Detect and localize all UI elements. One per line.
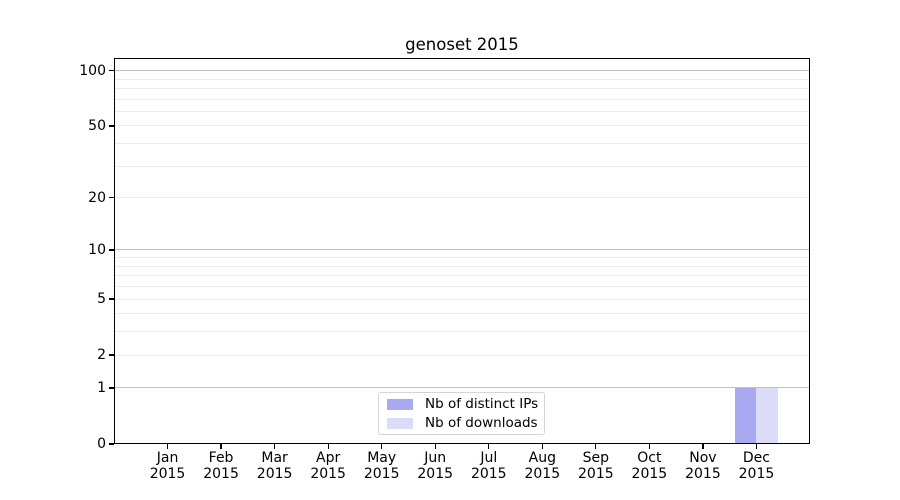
x-tick-year: 2015 <box>310 466 346 483</box>
y-tick-label-0: 0 <box>97 436 106 452</box>
minor-gridline-4 <box>114 313 810 315</box>
x-tick-year: 2015 <box>524 466 561 483</box>
x-tick-month: Aug <box>528 450 556 466</box>
major-gridline-1 <box>114 387 810 389</box>
x-tick-month: May <box>367 450 397 466</box>
minor-gridline-50 <box>114 125 810 127</box>
x-tick-feb <box>220 444 222 449</box>
minor-gridline-3 <box>114 331 810 333</box>
x-tick-month: Jul <box>480 450 498 466</box>
x-tick-year: 2015 <box>685 466 721 483</box>
y-tick-label-20: 20 <box>88 189 106 206</box>
minor-gridline-7 <box>114 275 810 277</box>
x-tick-dec <box>755 444 758 449</box>
minor-gridline-5 <box>114 298 810 300</box>
x-tick-label-oct: Oct 2015 <box>609 450 689 483</box>
x-tick-label-sep: Sep 2015 <box>556 450 636 483</box>
x-tick-year: 2015 <box>256 466 293 483</box>
x-tick-month: Dec <box>742 450 770 466</box>
minor-gridline-2 <box>114 354 810 356</box>
x-tick-year: 2015 <box>203 466 239 483</box>
major-gridline-100 <box>114 70 810 72</box>
x-tick-oct <box>648 444 651 449</box>
minor-gridline-6 <box>114 286 810 288</box>
x-tick-label-jun: Jun 2015 <box>395 450 475 483</box>
x-tick-label-jul: Jul 2015 <box>449 450 529 483</box>
x-tick-year: 2015 <box>363 466 400 483</box>
x-tick-label-dec: Dec 2015 <box>716 450 796 483</box>
x-tick-label-aug: Aug 2015 <box>502 450 582 483</box>
x-tick-jan <box>166 444 169 449</box>
x-tick-month: Oct <box>637 450 662 466</box>
legend: Nb of distinct IPs Nb of downloads <box>378 392 545 435</box>
x-tick-month: Jan <box>156 450 179 466</box>
legend-item-downloads: Nb of downloads <box>387 415 538 431</box>
x-tick-month: Mar <box>261 450 288 466</box>
x-tick-may <box>381 444 383 449</box>
minor-gridline-80 <box>114 87 810 89</box>
minor-gridline-30 <box>114 165 810 167</box>
x-tick-year: 2015 <box>631 466 668 483</box>
x-tick-nov <box>702 444 704 449</box>
x-tick-label-feb: Feb 2015 <box>181 450 261 483</box>
legend-swatch-downloads <box>387 417 413 429</box>
x-tick-month: Jun <box>424 450 447 466</box>
x-tick-year: 2015 <box>738 466 775 483</box>
x-tick-label-apr: Apr 2015 <box>288 450 368 483</box>
x-tick-jul <box>488 444 490 449</box>
bar-nb-of-distinct-ips-dec <box>735 387 757 444</box>
x-tick-month: Sep <box>582 450 610 466</box>
y-tick-label-2: 2 <box>97 347 106 364</box>
chart-title: genoset 2015 <box>405 35 519 54</box>
minor-gridline-90 <box>114 78 810 80</box>
legend-label-distinct-ips: Nb of distinct IPs <box>425 396 539 412</box>
x-tick-year: 2015 <box>417 466 454 483</box>
minor-gridline-9 <box>114 257 810 259</box>
x-tick-month: Apr <box>316 450 341 466</box>
x-tick-mar <box>273 444 276 449</box>
legend-label-downloads: Nb of downloads <box>425 415 538 431</box>
x-tick-sep <box>595 444 597 449</box>
y-tick-label-1: 1 <box>97 379 106 396</box>
x-tick-year: 2015 <box>149 466 186 483</box>
major-gridline-10 <box>114 249 810 251</box>
x-tick-label-nov: Nov 2015 <box>663 450 743 483</box>
y-tick-label-50: 50 <box>88 117 106 134</box>
bars-layer <box>114 58 810 444</box>
x-tick-jun <box>434 444 436 449</box>
x-tick-year: 2015 <box>470 466 507 483</box>
legend-item-distinct-ips: Nb of distinct IPs <box>387 396 539 412</box>
minor-gridline-20 <box>114 197 810 199</box>
grid-layer <box>114 58 810 444</box>
y-tick-label-10: 10 <box>88 241 106 258</box>
y-tick-label-5: 5 <box>97 291 106 308</box>
x-tick-aug <box>541 444 543 449</box>
bar-nb-of-downloads-dec <box>756 387 778 444</box>
y-tick-label-100: 100 <box>79 62 106 79</box>
minor-gridline-70 <box>114 98 810 100</box>
x-tick-label-may: May 2015 <box>342 450 422 483</box>
x-tick-month: Feb <box>208 450 234 466</box>
x-tick-label-mar: Mar 2015 <box>235 450 315 483</box>
legend-swatch-distinct-ips <box>387 398 413 410</box>
x-tick-month: Nov <box>689 450 717 466</box>
x-tick-year: 2015 <box>578 466 614 483</box>
x-tick-label-jan: Jan 2015 <box>128 450 208 483</box>
minor-gridline-60 <box>114 110 810 112</box>
x-tick-apr <box>327 444 329 449</box>
minor-gridline-8 <box>114 265 810 267</box>
minor-gridline-40 <box>114 143 810 145</box>
